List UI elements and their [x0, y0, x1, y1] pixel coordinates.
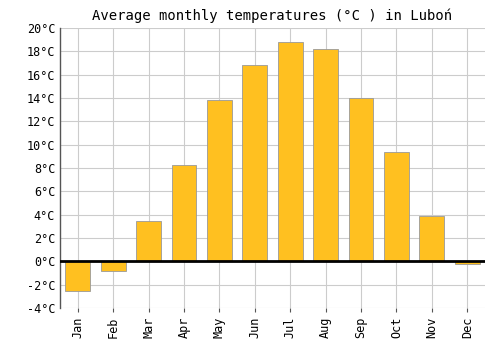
- Bar: [100, 261, 126, 271]
- Bar: [455, 261, 479, 264]
- Bar: [348, 98, 374, 261]
- Bar: [172, 164, 196, 261]
- Bar: [207, 100, 232, 261]
- Bar: [278, 42, 302, 261]
- Bar: [136, 220, 161, 261]
- Bar: [420, 216, 444, 261]
- Bar: [242, 65, 267, 261]
- Bar: [66, 261, 90, 290]
- Bar: [313, 49, 338, 261]
- Title: Average monthly temperatures (°C ) in Luboń: Average monthly temperatures (°C ) in Lu…: [92, 8, 452, 23]
- Bar: [384, 152, 409, 261]
